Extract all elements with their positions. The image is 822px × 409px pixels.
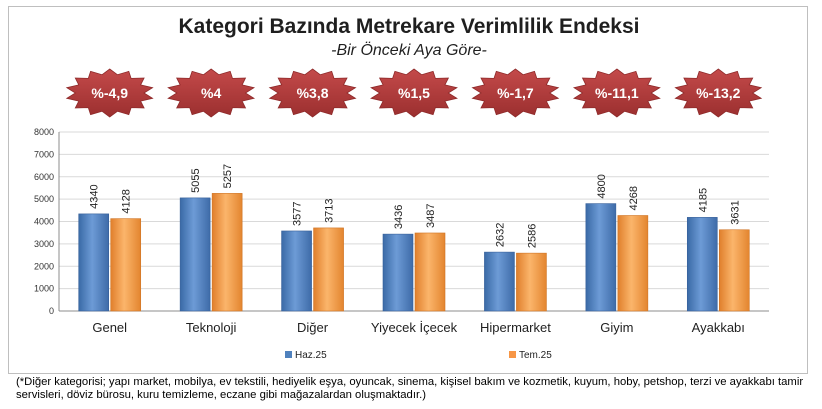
change-badge-label: %4: [201, 85, 221, 101]
bar-series1: [179, 197, 211, 312]
data-label: 3577: [292, 201, 304, 225]
x-tick-label: Ayakkabı: [692, 320, 745, 335]
bar-chart: %-4,9 %4 %3,8 %1,5 %-1,7 %-11,1 %-13,2 0 1000 20…: [34, 68, 769, 361]
y-tick-label: 8000: [34, 127, 54, 137]
change-badges: %-4,9 %4 %3,8 %1,5 %-1,7 %-11,1 %-13,2: [65, 68, 763, 118]
data-label: 3631: [729, 200, 741, 224]
chart-subtitle: -Bir Önceki Aya Göre-: [331, 42, 487, 59]
change-badge: [167, 68, 256, 118]
y-tick-label: 7000: [34, 149, 54, 159]
change-badge-label: %1,5: [398, 85, 430, 101]
data-label: 3713: [324, 198, 336, 222]
change-badge: [674, 68, 763, 118]
x-tick-label: Genel: [92, 320, 127, 335]
bar-series1: [382, 233, 414, 312]
bar-series1: [686, 217, 718, 312]
data-label: 4185: [697, 188, 709, 212]
y-tick-label: 3000: [34, 239, 54, 249]
bar-series1: [585, 203, 617, 312]
bar-series1: [484, 251, 515, 312]
bars: 4340 4128 5055 5257 3577 3713 3436 3487 2632 2586…: [78, 164, 750, 312]
y-tick-label: 1000: [34, 284, 54, 294]
bar-series2: [516, 252, 547, 312]
data-label: 2586: [526, 224, 538, 248]
change-badge: [370, 68, 458, 118]
data-label: 3487: [425, 203, 437, 227]
chart-frame: Kategori Bazında Metrekare Verimlilik En…: [8, 6, 808, 374]
bar-series2: [211, 193, 243, 312]
change-badge-label: %-4,9: [91, 85, 128, 101]
y-tick-label: 5000: [34, 194, 54, 204]
x-tick-label: Giyim: [600, 320, 633, 335]
legend-label: Tem.25: [519, 350, 552, 361]
y-tick-label: 4000: [34, 217, 54, 227]
data-label: 5055: [190, 168, 202, 192]
x-tick-label: Hipermarket: [480, 320, 551, 335]
footnote: (*Diğer kategorisi; yapı market, mobilya…: [16, 376, 804, 401]
data-label: 5257: [222, 164, 234, 188]
data-label: 4800: [596, 174, 608, 198]
change-badge: [268, 68, 357, 118]
bar-series2: [313, 227, 344, 312]
bar-series1: [78, 213, 110, 312]
change-badge-label: %-11,1: [595, 85, 639, 101]
change-badge-label: %-1,7: [497, 85, 534, 101]
legend-swatch: [285, 351, 292, 358]
change-badge-label: %3,8: [297, 85, 329, 101]
data-label: 3436: [393, 205, 405, 229]
change-badge: [65, 68, 154, 118]
x-tick-label: Diğer: [297, 320, 329, 335]
bar-series2: [110, 218, 142, 312]
bar-series1: [281, 230, 312, 312]
data-label: 4340: [89, 184, 101, 208]
gridlines: [59, 131, 769, 290]
change-badge-label: %-13,2: [696, 85, 741, 101]
chart-title: Kategori Bazında Metrekare Verimlilik En…: [178, 15, 640, 38]
legend-label: Haz.25: [295, 350, 327, 361]
change-badge: [471, 68, 560, 118]
legend: Haz.25 Tem.25: [285, 350, 552, 361]
y-tick-label: 0: [49, 306, 54, 316]
data-label: 2632: [494, 223, 506, 247]
bar-series2: [617, 215, 649, 312]
y-tick-label: 2000: [34, 261, 54, 271]
y-tick-label: 6000: [34, 172, 54, 182]
data-label: 4128: [121, 189, 133, 213]
bar-series2: [414, 232, 446, 312]
x-tick-label: Yiyecek İçecek: [371, 320, 458, 335]
legend-swatch: [509, 351, 516, 358]
x-tick-label: Teknoloji: [186, 320, 237, 335]
bar-series2: [718, 229, 750, 312]
data-label: 4268: [628, 186, 640, 210]
axes: 0 1000 2000 3000 4000 5000 6000 7000 8000 Genel Te…: [34, 127, 769, 335]
change-badge: [572, 68, 661, 118]
